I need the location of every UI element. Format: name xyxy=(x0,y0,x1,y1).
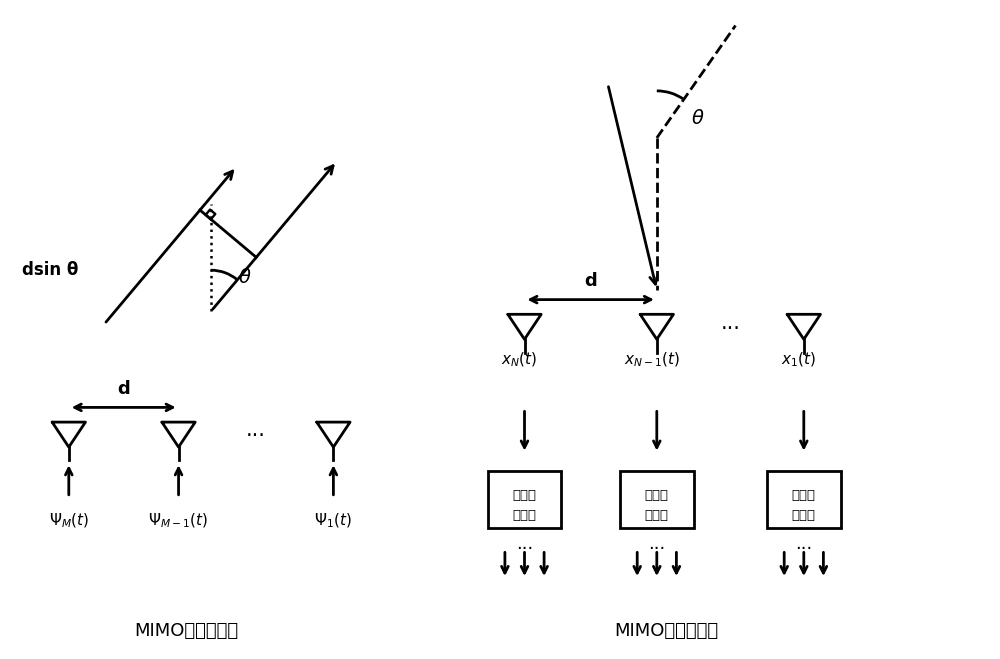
Bar xyxy=(620,471,694,528)
Text: ...: ... xyxy=(648,535,665,553)
Text: $\theta$: $\theta$ xyxy=(691,109,705,128)
Text: 波器组: 波器组 xyxy=(792,509,816,522)
Text: ...: ... xyxy=(516,535,533,553)
Bar xyxy=(488,471,561,528)
Text: $\Psi_1(t)$: $\Psi_1(t)$ xyxy=(314,511,352,530)
Text: MIMO雷达发射端: MIMO雷达发射端 xyxy=(134,622,238,640)
Text: 波器组: 波器组 xyxy=(645,509,669,522)
Text: 匹配滤: 匹配滤 xyxy=(792,489,816,502)
Text: dsin θ: dsin θ xyxy=(22,261,78,279)
Text: ...: ... xyxy=(795,535,812,553)
Text: d: d xyxy=(117,380,130,397)
Text: ...: ... xyxy=(720,312,740,333)
Text: 匹配滤: 匹配滤 xyxy=(645,489,669,502)
Text: $x_N(t)$: $x_N(t)$ xyxy=(501,351,538,369)
Text: MIMO雷达接收端: MIMO雷达接收端 xyxy=(615,622,719,640)
Text: 波器组: 波器组 xyxy=(512,509,536,522)
Text: $\theta$: $\theta$ xyxy=(238,268,252,287)
Text: $\Psi_{M-1}(t)$: $\Psi_{M-1}(t)$ xyxy=(148,511,209,530)
Bar xyxy=(767,471,841,528)
Text: $x_1(t)$: $x_1(t)$ xyxy=(781,351,816,369)
Text: $\Psi_M(t)$: $\Psi_M(t)$ xyxy=(49,511,89,530)
Text: ...: ... xyxy=(246,420,266,440)
Text: 匹配滤: 匹配滤 xyxy=(512,489,536,502)
Text: d: d xyxy=(584,272,597,290)
Text: $x_{N-1}(t)$: $x_{N-1}(t)$ xyxy=(624,351,680,369)
